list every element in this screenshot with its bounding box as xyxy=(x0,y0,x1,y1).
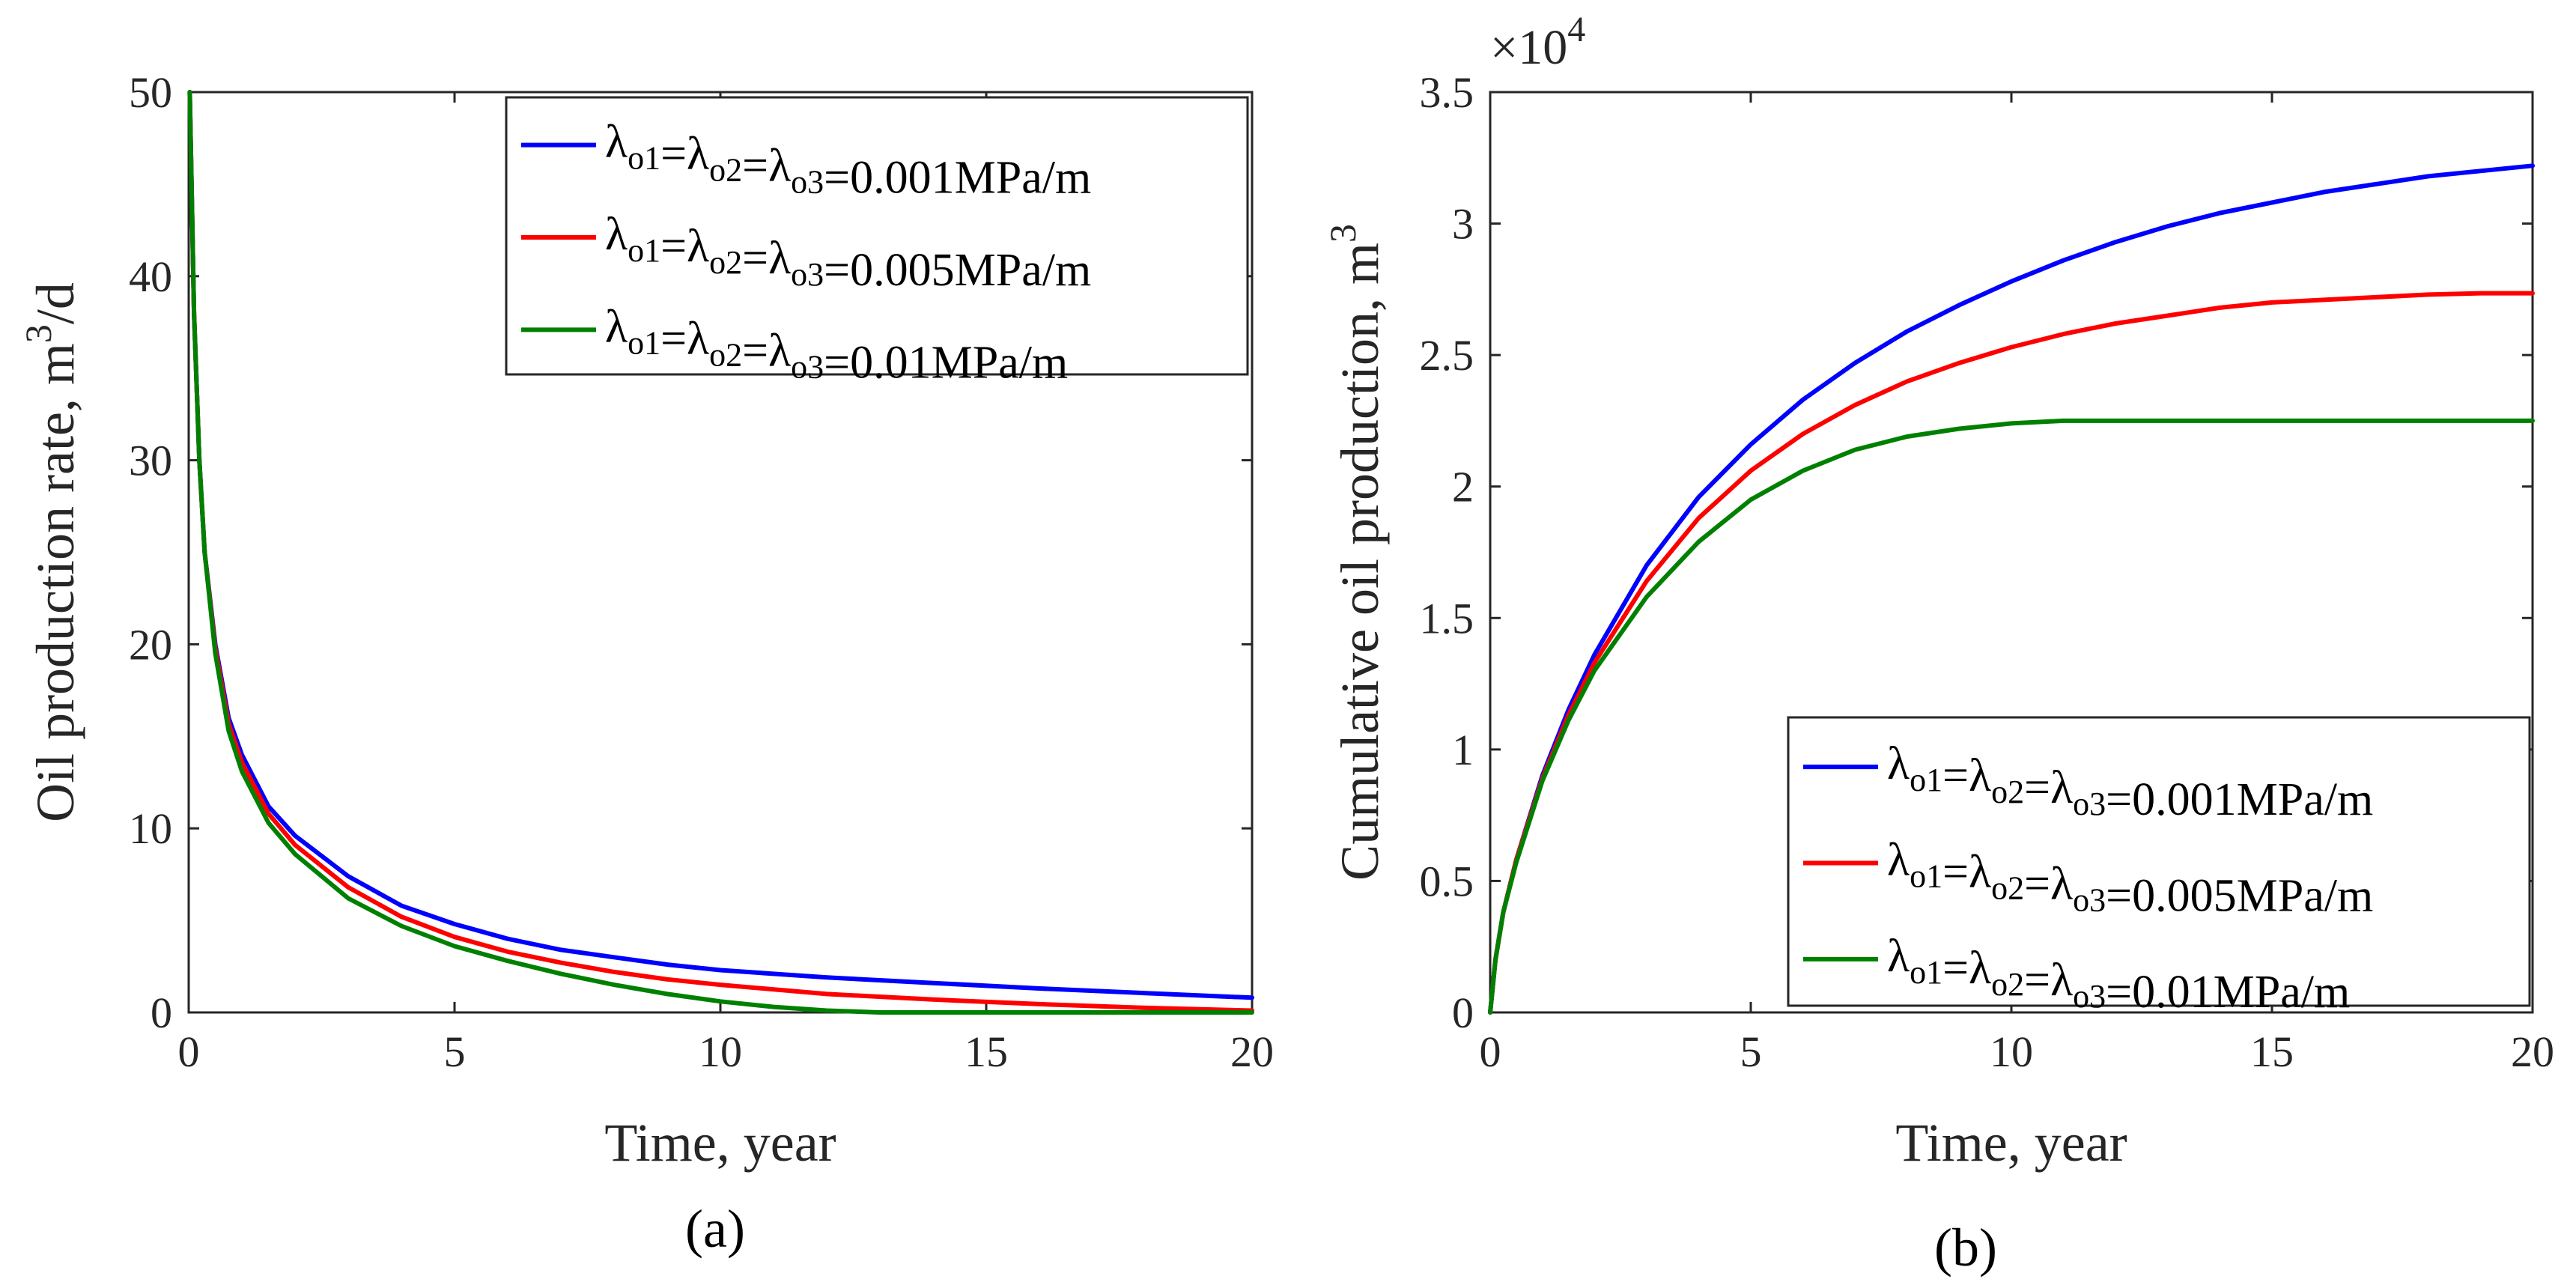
legend-entry-3: λo1=λo2=λo3=0.01MPa/m xyxy=(605,301,1068,388)
legend-entry-1: λo1=λo2=λo3=0.001MPa/m xyxy=(605,117,1091,204)
y-tick-label: 0.5 xyxy=(1420,857,1474,905)
y-tick-label: 1 xyxy=(1452,726,1474,774)
legend-box xyxy=(1787,716,2531,1007)
x-tick-label: 0 xyxy=(1480,1027,1501,1076)
x-axis-label: Time, year xyxy=(604,1113,836,1173)
x-tick-label: 20 xyxy=(2511,1027,2554,1076)
x-tick-label: 20 xyxy=(1230,1027,1274,1076)
x-tick-label: 15 xyxy=(2250,1027,2294,1076)
y-tick-label: 2.5 xyxy=(1420,331,1474,380)
y-tick-label: 30 xyxy=(129,437,172,485)
y-scale-factor-label: ×104 xyxy=(1490,10,1585,75)
y-tick-label: 3 xyxy=(1452,200,1474,249)
legend-entry-2: λo1=λo2=λo3=0.005MPa/m xyxy=(1887,835,2373,922)
x-tick-label: 5 xyxy=(1740,1027,1762,1076)
legend: λo1=λo2=λo3=0.001MPa/m λo1=λo2=λo3=0.005M… xyxy=(1787,716,2531,1018)
y-tick-label: 10 xyxy=(129,804,172,853)
legend-entry-1: λo1=λo2=λo3=0.001MPa/m xyxy=(1887,738,2373,825)
series-line-3 xyxy=(187,90,1254,1015)
x-tick-label: 5 xyxy=(444,1027,466,1076)
y-axis-label: Oil production rate, m3/d xyxy=(17,282,85,822)
y-tick-label: 40 xyxy=(129,252,172,301)
legend-box xyxy=(505,96,1249,376)
y-tick-label: 50 xyxy=(129,68,172,117)
panel-caption: (b) xyxy=(1934,1218,1997,1278)
legend-entry-3: λo1=λo2=λo3=0.01MPa/m xyxy=(1887,931,2350,1018)
series-line-3 xyxy=(1488,418,2535,1015)
x-tick-label: 10 xyxy=(699,1027,742,1076)
x-tick-label: 15 xyxy=(965,1027,1008,1076)
legend: λo1=λo2=λo3=0.001MPa/mλo1=λo2=λo3=0.005M… xyxy=(505,96,1249,388)
x-tick-label: 10 xyxy=(1990,1027,2033,1076)
x-axis-label: Time, year xyxy=(1895,1113,2127,1173)
y-tick-label: 2 xyxy=(1452,463,1474,511)
y-tick-label: 20 xyxy=(129,620,172,669)
y-axis-label: Cumulative oil production, m3 xyxy=(1322,224,1390,881)
y-tick-label: 3.5 xyxy=(1420,68,1474,117)
y-tick-label: 0 xyxy=(1452,988,1474,1037)
y-tick-label: 1.5 xyxy=(1420,594,1474,643)
chart-panel-a: 0 5 10 15 20 0 10 20 30 40 50 Time, year Oil product… xyxy=(17,68,1274,1259)
chart-panel-b: 0 5 10 15 20 0 0.5 1 1.5 2 2.5 3 3.5 ×104 Time, year Cu… xyxy=(1322,10,2554,1278)
panel-caption: (a) xyxy=(685,1199,745,1259)
legend-entry-2: λo1=λo2=λo3=0.005MPa/m xyxy=(605,209,1091,296)
x-tick-label: 0 xyxy=(178,1027,200,1076)
y-tick-label: 0 xyxy=(151,988,172,1037)
